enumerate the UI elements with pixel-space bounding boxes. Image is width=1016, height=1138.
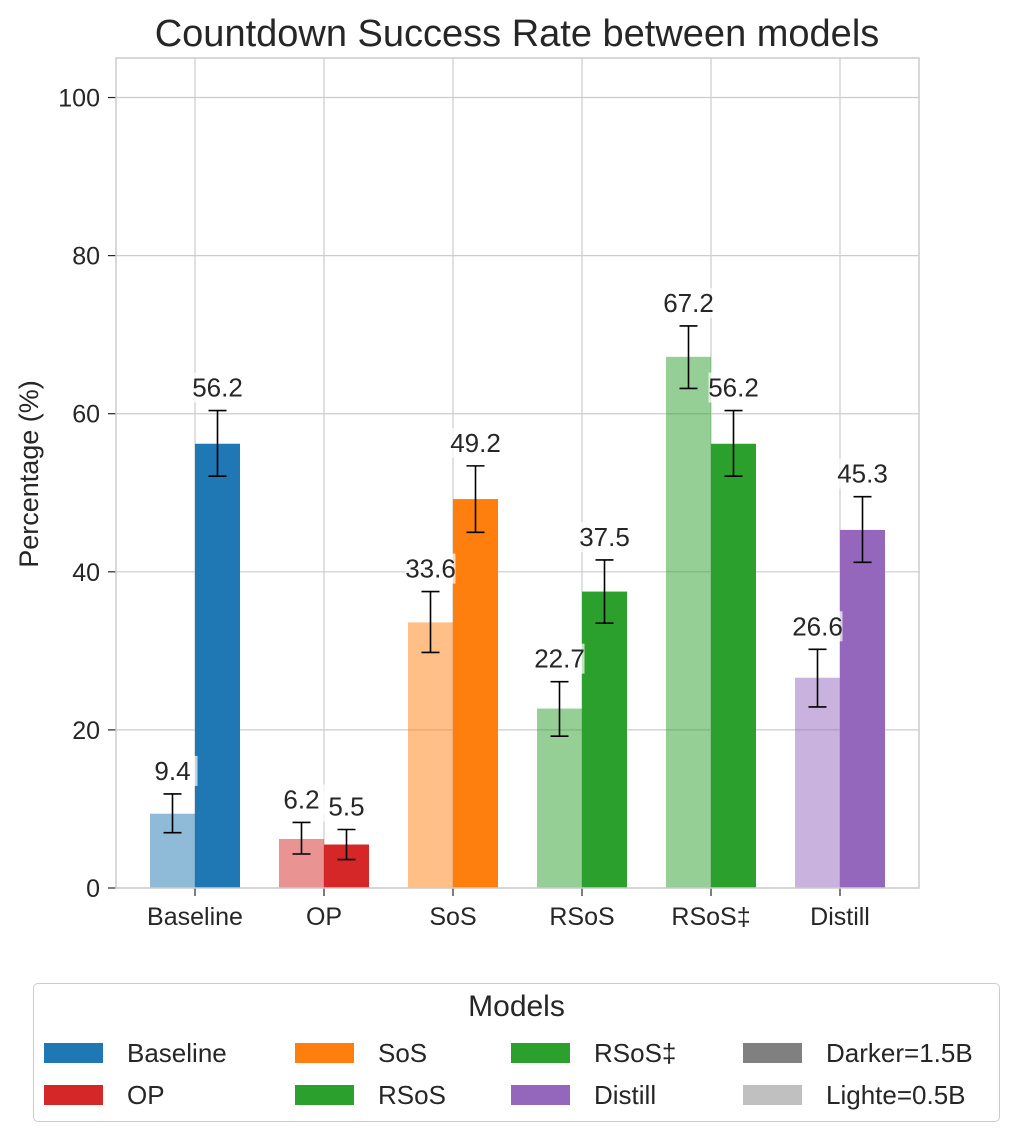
x-tick-label: SoS [429, 903, 476, 931]
value-label-bg [192, 372, 243, 403]
value-label-bg [147, 755, 198, 786]
value-label-bg [792, 611, 843, 642]
y-tick-label: 0 [86, 875, 100, 903]
value-label: 45.3 [837, 459, 888, 489]
value-label: 56.2 [192, 373, 243, 403]
value-label-bg [663, 287, 714, 318]
legend-label: Distill [594, 1080, 657, 1110]
bar-RSoS‡-1.5B [711, 443, 756, 888]
value-label-bg [534, 643, 585, 674]
bar-RSoS-0.5B [537, 708, 582, 888]
legend-swatch [44, 1085, 103, 1105]
axis-ticks-layer: 0 20 40 60 80 100 Baseline OP SoS RSoS RSoS‡ Distil… [58, 85, 870, 931]
legend-title: Models [468, 990, 565, 1023]
y-tick-label: 20 [72, 717, 100, 745]
legend-swatch [295, 1043, 354, 1063]
value-label: 37.5 [579, 522, 630, 552]
value-label-bg [579, 521, 630, 552]
legend: Models Baseline OP SoS RSoS RSoS‡ Distill Dark… [33, 983, 1000, 1122]
value-label-bg [708, 372, 759, 403]
bar-Distill-0.5B [795, 677, 840, 888]
x-tick-label: Baseline [147, 903, 243, 931]
x-tick-label: RSoS‡ [671, 903, 750, 931]
legend-label: Baseline [127, 1038, 227, 1068]
bar-RSoS-1.5B [582, 591, 627, 888]
y-tick-label: 60 [72, 401, 100, 429]
value-label: 26.6 [792, 611, 843, 641]
bars-layer [150, 356, 885, 888]
plot-frame [115, 57, 920, 889]
value-label: 6.2 [283, 784, 319, 814]
legend-label: RSoS [378, 1080, 446, 1110]
value-label: 22.7 [534, 644, 585, 674]
legend-label: OP [127, 1080, 165, 1110]
legend-swatch [743, 1043, 802, 1063]
bar-Baseline-1.5B [195, 443, 240, 888]
bar-Distill-1.5B [840, 529, 885, 888]
legend-label: RSoS‡ [594, 1038, 677, 1068]
legend-swatch [511, 1085, 570, 1105]
legend-swatch [743, 1085, 802, 1105]
legend-label: Darker=1.5B [826, 1038, 973, 1068]
value-label: 33.6 [405, 554, 456, 584]
bar-SoS-1.5B [453, 499, 498, 888]
y-tick-label: 100 [58, 85, 100, 113]
bar-RSoS‡-0.5B [666, 356, 711, 888]
legend-swatch [295, 1085, 354, 1105]
x-tick-label: Distill [810, 903, 870, 931]
error-bars-layer [163, 325, 872, 861]
value-labels-layer: 9.4 6.2 33.6 22.7 67.2 26.6 56.2 5.5 49.2 37.5 56.… [147, 287, 888, 822]
chart-title: Countdown Success Rate between models [155, 13, 880, 55]
y-tick-label: 40 [72, 559, 100, 587]
value-label-bg [450, 427, 501, 458]
x-tick-label: OP [306, 903, 342, 931]
value-label-bg [321, 791, 372, 822]
legend-swatch [44, 1043, 103, 1063]
legend-swatch [511, 1043, 570, 1063]
value-label: 67.2 [663, 288, 714, 318]
x-tick-label: RSoS [549, 903, 614, 931]
value-label: 56.2 [708, 373, 759, 403]
value-label-bg [276, 784, 327, 815]
y-axis-label: Percentage (%) [14, 380, 44, 568]
value-label-bg [405, 553, 456, 584]
legend-label: SoS [378, 1038, 428, 1068]
value-label: 49.2 [450, 428, 501, 458]
chart: Countdown Success Rate between models Pe… [14, 13, 920, 931]
value-label: 5.5 [328, 792, 364, 822]
value-label-bg [837, 458, 888, 489]
legend-label: Lighte=0.5B [826, 1080, 966, 1110]
y-tick-label: 80 [72, 243, 100, 271]
bar-SoS-0.5B [408, 622, 453, 888]
value-label: 9.4 [154, 756, 190, 786]
